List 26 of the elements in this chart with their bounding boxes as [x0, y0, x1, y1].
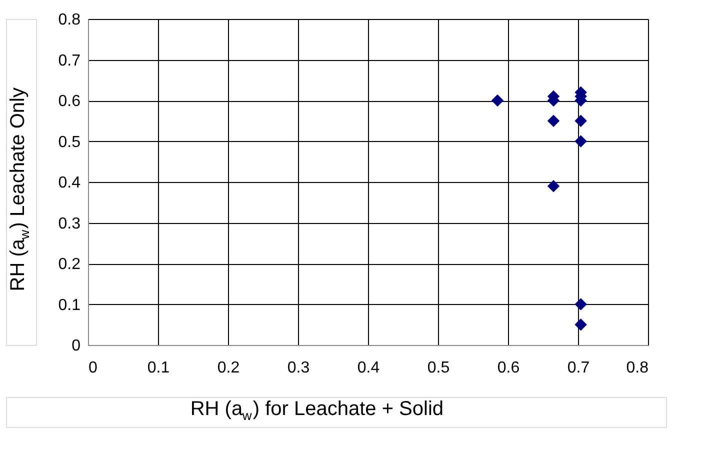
y-tick-label: 0 — [72, 338, 81, 354]
x-tick-label: 0.8 — [626, 360, 649, 376]
y-tick-label: 0.3 — [58, 215, 81, 232]
y-tick-label: 0.5 — [58, 134, 81, 151]
x-tick-label: 0 — [88, 360, 98, 376]
y-tick-label: 0.4 — [58, 174, 81, 192]
y-tick-label: 0.8 — [58, 12, 81, 28]
point — [574, 318, 587, 331]
point — [491, 94, 504, 107]
point — [574, 298, 587, 310]
y-axis-title: RH (aw) Leachate Only — [7, 88, 32, 292]
x-tick-label: 0.4 — [357, 360, 380, 376]
y-tick-label: 0.2 — [58, 256, 81, 273]
point — [574, 114, 587, 127]
x-tick-label: 0.7 — [567, 360, 590, 376]
x-tick-label: 0.1 — [147, 360, 170, 376]
y-tick-label: 0.1 — [58, 296, 81, 314]
point — [574, 135, 587, 148]
x-tick-label: 0.6 — [497, 360, 520, 376]
x-tick-label: 0.5 — [427, 360, 450, 376]
point — [547, 180, 560, 192]
point — [547, 114, 560, 127]
x-tick-label: 0.3 — [287, 360, 310, 376]
x-tick-label: 0.2 — [217, 360, 240, 376]
y-tick-label: 0.7 — [58, 52, 81, 70]
y-tick-label: 0.6 — [58, 93, 81, 110]
